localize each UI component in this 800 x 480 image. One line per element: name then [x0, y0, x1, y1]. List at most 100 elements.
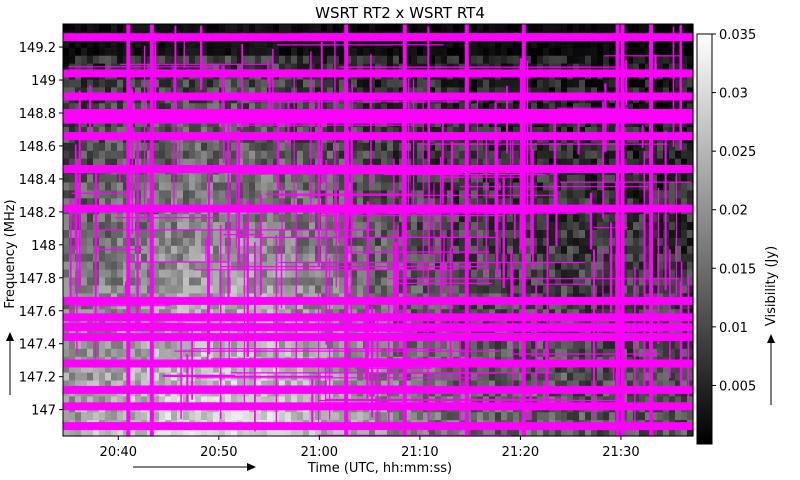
- heatmap-cell: [153, 428, 160, 437]
- heatmap-cell: [453, 230, 460, 239]
- heatmap-cell: [423, 340, 430, 350]
- heatmap-cell: [297, 158, 304, 168]
- heatmap-cell: [207, 174, 214, 184]
- heatmap-cell: [513, 190, 520, 199]
- heatmap-cell: [459, 348, 466, 358]
- heatmap-cell: [405, 380, 412, 390]
- heatmap-cell: [249, 190, 256, 199]
- heatmap-cell: [303, 269, 310, 279]
- heatmap-cell: [411, 127, 418, 136]
- heatmap-cell: [579, 174, 586, 184]
- heatmap-cell: [309, 285, 316, 294]
- heatmap-cell: [333, 87, 340, 96]
- heatmap-cell: [411, 230, 418, 239]
- heatmap-cell: [99, 174, 106, 184]
- heatmap-cell: [111, 340, 118, 350]
- heatmap-cell: [177, 364, 184, 374]
- heatmap-cell: [531, 269, 538, 279]
- heatmap-cell: [501, 412, 508, 421]
- heatmap-cell: [369, 285, 376, 294]
- heatmap-cell: [141, 39, 148, 49]
- heatmap-cell: [321, 174, 328, 184]
- heatmap-cell: [261, 230, 268, 239]
- heatmap-cell: [411, 245, 418, 255]
- heatmap-cell: [213, 39, 220, 49]
- heatmap-cell: [555, 174, 562, 184]
- heatmap-cell: [183, 39, 190, 49]
- heatmap-cell: [357, 340, 364, 350]
- heatmap-cell: [69, 79, 76, 88]
- heatmap-cell: [105, 150, 112, 160]
- heatmap-cell: [99, 198, 106, 207]
- heatmap-cell: [453, 198, 460, 207]
- heatmap-cell: [69, 182, 76, 191]
- heatmap-cell: [369, 158, 376, 168]
- heatmap-cell: [297, 39, 304, 49]
- heatmap-cell: [339, 222, 346, 231]
- heatmap-cell: [243, 340, 250, 350]
- heatmap-cell: [513, 47, 520, 57]
- heatmap-cell: [69, 348, 76, 358]
- heatmap-cell: [75, 222, 82, 231]
- heatmap-cell: [513, 317, 520, 326]
- heatmap-cell: [435, 380, 442, 390]
- heatmap-cell: [231, 261, 238, 271]
- heatmap-cell: [543, 142, 550, 152]
- heatmap-cell: [369, 301, 376, 310]
- heatmap-cell: [81, 222, 88, 231]
- heatmap-cell: [171, 380, 178, 390]
- heatmap-cell: [99, 158, 106, 168]
- heatmap-cell: [171, 237, 178, 247]
- heatmap-cell: [609, 39, 616, 49]
- heatmap-cell: [567, 285, 574, 294]
- heatmap-cell: [243, 174, 250, 184]
- heatmap-cell: [543, 87, 550, 96]
- heatmap-cell: [513, 103, 520, 112]
- heatmap-cell: [627, 103, 634, 112]
- heatmap-cell: [363, 222, 370, 231]
- heatmap-cell: [159, 364, 166, 374]
- heatmap-cell: [573, 24, 580, 33]
- heatmap-cell: [69, 150, 76, 160]
- heatmap-cell: [495, 127, 502, 136]
- heatmap-cell: [291, 24, 298, 33]
- heatmap-cell: [537, 24, 544, 33]
- heatmap-cell: [105, 158, 112, 168]
- heatmap-cell: [225, 380, 232, 390]
- heatmap-cell: [195, 428, 202, 437]
- heatmap-cell: [525, 230, 532, 239]
- heatmap-cell: [441, 190, 448, 199]
- heatmap-cell: [249, 285, 256, 294]
- heatmap-cell: [207, 269, 214, 279]
- heatmap-cell: [327, 364, 334, 374]
- heatmap-cell: [375, 253, 382, 263]
- heatmap-cell: [111, 428, 118, 437]
- heatmap-cell: [195, 348, 202, 358]
- heatmap-cell: [255, 47, 262, 57]
- heatmap-cell: [603, 222, 610, 231]
- heatmap-cell: [105, 79, 112, 88]
- heatmap-cell: [189, 39, 196, 49]
- heatmap-cell: [93, 79, 100, 88]
- heatmap-cell: [549, 253, 556, 263]
- heatmap-cell: [351, 127, 358, 136]
- heatmap-cell: [393, 364, 400, 374]
- heatmap-cell: [93, 428, 100, 437]
- heatmap-cell: [255, 348, 262, 358]
- heatmap-cell: [441, 55, 448, 65]
- heatmap-cell: [363, 55, 370, 65]
- heatmap-cell: [543, 237, 550, 247]
- heatmap-cell: [537, 142, 544, 152]
- heatmap-cell: [267, 63, 274, 73]
- heatmap-cell: [231, 380, 238, 390]
- heatmap-cell: [351, 63, 358, 73]
- heatmap-cell: [153, 261, 160, 271]
- heatmap-cell: [237, 317, 244, 326]
- heatmap-cell: [111, 55, 118, 65]
- heatmap-cell: [591, 222, 598, 231]
- heatmap-cell: [633, 87, 640, 96]
- heatmap-cell: [423, 372, 430, 382]
- heatmap-cell: [459, 428, 466, 437]
- heatmap-cell: [261, 364, 268, 374]
- heatmap-cell: [285, 174, 292, 184]
